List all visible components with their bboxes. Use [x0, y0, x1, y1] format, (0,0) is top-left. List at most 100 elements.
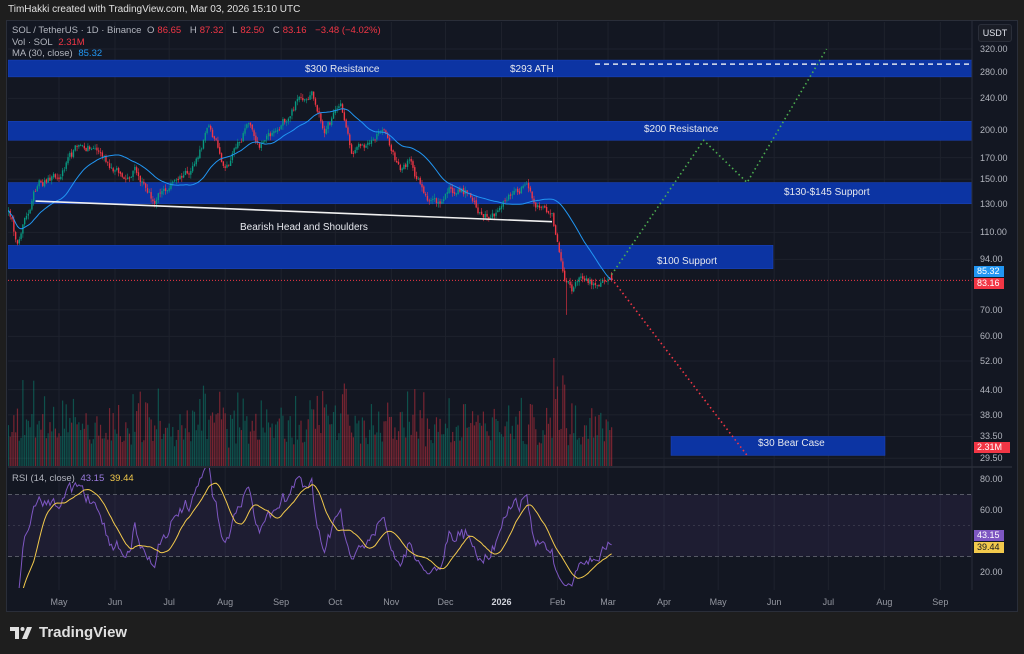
volume-bar [146, 403, 149, 466]
zone-label-130-145-support: $130-$145 Support [784, 187, 870, 198]
volume-bar [72, 398, 75, 466]
volume-bar [522, 440, 524, 466]
candle-body [567, 281, 569, 283]
candle-body [545, 206, 548, 212]
volume-bar [94, 422, 96, 466]
volume-bar [591, 408, 593, 466]
volume-bar [181, 425, 183, 466]
candle-body [159, 192, 161, 194]
candle [545, 204, 548, 214]
candle-body [401, 168, 403, 171]
candle [396, 156, 398, 163]
candle-body [51, 176, 53, 181]
volume-bar [85, 413, 87, 466]
volume-bar [248, 443, 250, 466]
candle-body [582, 276, 584, 279]
candle-body [231, 153, 234, 161]
candle [249, 122, 252, 128]
volume-bar [117, 404, 120, 466]
candle-body [405, 164, 407, 167]
candle-body [210, 125, 212, 130]
volume-bar [293, 444, 295, 466]
candle-body [520, 187, 523, 194]
candle [372, 137, 374, 142]
candle-body [493, 213, 495, 217]
candle-body [267, 132, 270, 137]
volume-bar [170, 436, 172, 466]
candle-body [368, 143, 371, 144]
candle [213, 135, 216, 142]
candle-body [262, 141, 264, 144]
volume-bar [502, 436, 504, 466]
bear-projection-path [610, 278, 748, 456]
candle [560, 248, 562, 263]
currency-button[interactable]: USDT [978, 24, 1012, 42]
price-axis-label: 52.00 [980, 355, 1003, 366]
candle-body [273, 131, 275, 134]
volume-bar [29, 427, 31, 466]
candle-body [65, 162, 67, 169]
volume-bar [538, 442, 540, 466]
symbol-label[interactable]: SOL / TetherUS · 1D · Binance [12, 25, 142, 36]
rsi-ma-line [22, 482, 612, 588]
candle [108, 159, 111, 170]
candle [526, 181, 528, 185]
overlays [8, 48, 972, 456]
candle [170, 179, 172, 191]
volume-bar [246, 416, 248, 466]
candle [598, 284, 600, 287]
candle-body [74, 145, 76, 151]
volume-bar [81, 423, 84, 466]
candle-body [504, 200, 506, 202]
volume-bar [127, 428, 129, 466]
volume-bar [244, 420, 246, 466]
candle-body [168, 188, 170, 191]
volume-bar [74, 417, 76, 466]
volume-bar [430, 440, 432, 466]
volume-bar [488, 435, 490, 466]
candle-body [397, 161, 400, 165]
candle-body [219, 147, 221, 154]
volume-bar [275, 424, 277, 466]
volume-bar [291, 437, 293, 466]
chart-panel[interactable] [6, 20, 1018, 612]
rsi-line [18, 468, 612, 588]
candle [78, 144, 80, 149]
candle-body [486, 213, 488, 217]
candle [442, 196, 445, 204]
time-axis-label: Sep [932, 597, 949, 607]
volume-bar [609, 430, 611, 466]
candle-body [361, 144, 364, 146]
volume-bar [495, 419, 497, 466]
candle [417, 176, 420, 180]
candle [578, 276, 580, 286]
candle [289, 116, 291, 123]
candle [231, 151, 234, 164]
candle [563, 267, 566, 282]
candle-body [43, 180, 46, 187]
volume-bar [62, 400, 64, 466]
volume-bar [193, 411, 196, 466]
candle-body [349, 134, 351, 146]
volume-bar [399, 412, 401, 466]
candle [504, 197, 506, 204]
time-axis-label: 2026 [491, 597, 512, 607]
candle [191, 162, 194, 173]
candle [320, 111, 322, 124]
volume-bar [323, 407, 326, 466]
candle-body [556, 234, 559, 242]
attribution-text: TimHakki created with TradingView.com, M… [8, 4, 301, 15]
candle-body [442, 199, 445, 202]
zone-100-support [8, 245, 774, 269]
rsi-ma-value: 39.44 [109, 473, 134, 484]
ath-label: $293 ATH [510, 64, 554, 75]
tradingview-logo[interactable]: TradingView [10, 624, 127, 641]
candle-body [383, 129, 385, 131]
candle [381, 127, 383, 136]
candle-body [551, 213, 553, 214]
volume-bar [549, 417, 551, 466]
candle [202, 139, 205, 150]
candle [309, 91, 311, 100]
candle-body [439, 201, 441, 204]
